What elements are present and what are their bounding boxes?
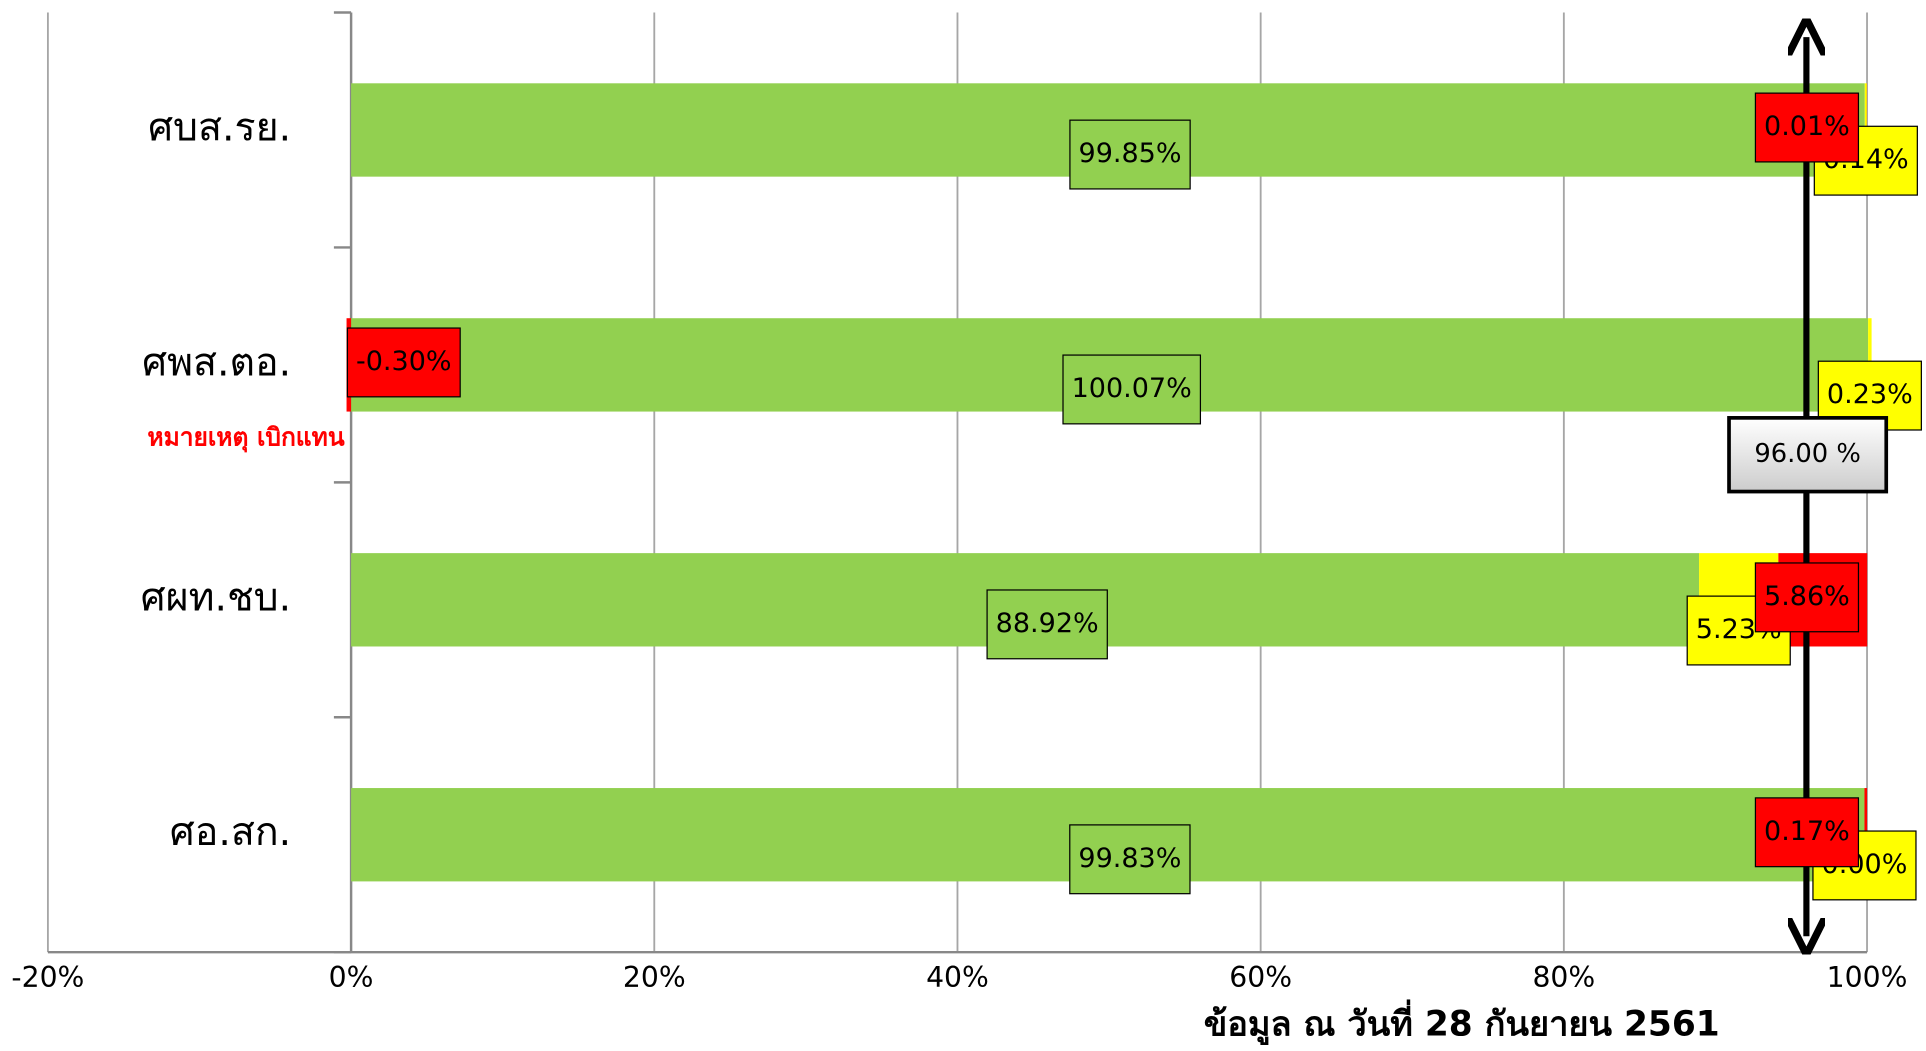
data-label-text: 0.01%	[1764, 111, 1850, 142]
x-tick-label: -20%	[11, 961, 84, 994]
data-label: 100.07%	[1063, 355, 1200, 424]
x-tick-label: 0%	[329, 961, 374, 994]
data-label-text: 99.85%	[1079, 138, 1182, 169]
x-tick-label: 80%	[1532, 961, 1595, 994]
data-label: 99.83%	[1070, 825, 1190, 894]
footer: ข้อมูล ณ วันที่ 28 กันยายน 2561	[1204, 999, 1720, 1045]
category-label: ศผท.ชบ.	[141, 575, 291, 620]
category-label: ศพส.ตอ.	[142, 340, 291, 385]
x-tick-label: 40%	[926, 961, 989, 994]
annotation: หมายเหตุ เบิกแทน	[147, 423, 344, 454]
data-label-text: 5.86%	[1764, 581, 1850, 612]
data-label: 0.17%	[1755, 798, 1858, 867]
data-label: -0.30%	[347, 328, 460, 397]
data-label-text: 100.07%	[1072, 373, 1192, 404]
x-tick-label: 20%	[623, 961, 686, 994]
category-label: ศบส.รย.	[148, 105, 291, 150]
category-label: ศอ.สก.	[170, 810, 291, 855]
data-label: 88.92%	[987, 590, 1107, 659]
data-label-text: 88.92%	[996, 608, 1099, 639]
data-label-text: -0.30%	[356, 346, 452, 377]
data-label: 5.86%	[1755, 563, 1858, 632]
data-label: 99.85%	[1070, 120, 1190, 189]
reference-label: 96.00 %	[1729, 418, 1886, 492]
reference-label-text: 96.00 %	[1754, 439, 1861, 469]
data-label-text: 99.83%	[1078, 843, 1181, 874]
data-label-text: 0.17%	[1764, 816, 1850, 847]
x-tick-label: 60%	[1229, 961, 1292, 994]
data-label-text: 0.23%	[1827, 379, 1913, 410]
data-label: 0.01%	[1755, 93, 1858, 162]
x-tick-label: 100%	[1827, 961, 1908, 994]
